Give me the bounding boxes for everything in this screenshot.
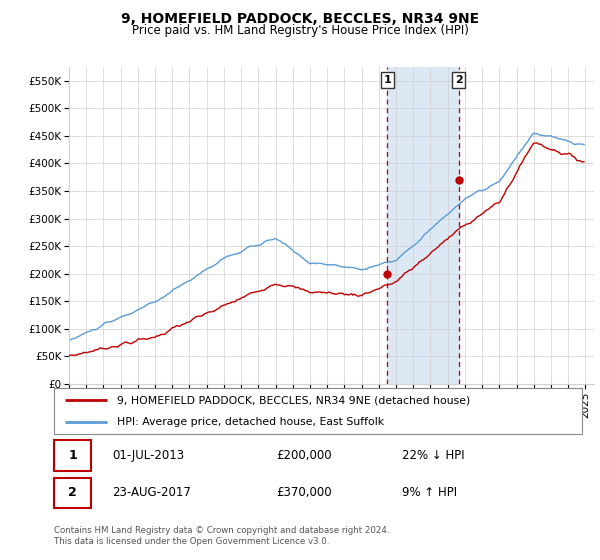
Bar bbox=[388, 67, 458, 384]
Text: 1: 1 bbox=[383, 75, 391, 85]
Text: 1: 1 bbox=[68, 449, 77, 462]
Text: 22% ↓ HPI: 22% ↓ HPI bbox=[403, 449, 465, 462]
Text: 9% ↑ HPI: 9% ↑ HPI bbox=[403, 486, 458, 500]
FancyBboxPatch shape bbox=[54, 388, 582, 434]
Text: 9, HOMEFIELD PADDOCK, BECCLES, NR34 9NE (detached house): 9, HOMEFIELD PADDOCK, BECCLES, NR34 9NE … bbox=[118, 395, 470, 405]
Text: 2: 2 bbox=[68, 486, 77, 500]
Text: £370,000: £370,000 bbox=[276, 486, 331, 500]
Text: 23-AUG-2017: 23-AUG-2017 bbox=[112, 486, 191, 500]
Text: 01-JUL-2013: 01-JUL-2013 bbox=[112, 449, 184, 462]
Text: Contains HM Land Registry data © Crown copyright and database right 2024.
This d: Contains HM Land Registry data © Crown c… bbox=[54, 526, 389, 546]
Text: 9, HOMEFIELD PADDOCK, BECCLES, NR34 9NE: 9, HOMEFIELD PADDOCK, BECCLES, NR34 9NE bbox=[121, 12, 479, 26]
Text: HPI: Average price, detached house, East Suffolk: HPI: Average price, detached house, East… bbox=[118, 417, 385, 427]
Text: Price paid vs. HM Land Registry's House Price Index (HPI): Price paid vs. HM Land Registry's House … bbox=[131, 24, 469, 37]
Text: £200,000: £200,000 bbox=[276, 449, 331, 462]
Text: 2: 2 bbox=[455, 75, 463, 85]
FancyBboxPatch shape bbox=[54, 478, 91, 508]
FancyBboxPatch shape bbox=[54, 440, 91, 470]
